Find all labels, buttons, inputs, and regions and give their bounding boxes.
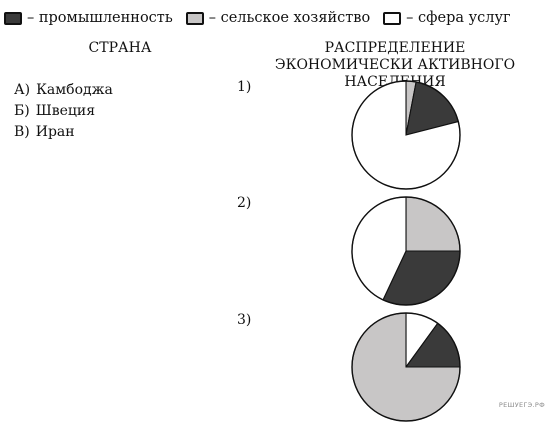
legend-swatch-agriculture: [185, 11, 204, 25]
country-item: Б) Швеция: [14, 101, 113, 122]
legend-swatch-industry: [4, 11, 22, 25]
pie-chart-2: [351, 196, 461, 306]
legend-item-services: – сфера услуг: [383, 10, 511, 26]
watermark: РЕШУЕГЭ.РФ: [498, 401, 545, 409]
legend-label-industry: – промышленность: [27, 10, 173, 26]
country-list: А) Камбоджа Б) Швеция В) Иран: [14, 80, 113, 143]
pie-outline: [351, 196, 461, 306]
pie-slice-agriculture: [405, 196, 461, 252]
country-name: Швеция: [35, 103, 96, 119]
country-letter: А): [14, 82, 31, 98]
chart-number-1: 1): [237, 79, 252, 95]
country-column-header: СТРАНА: [88, 40, 152, 56]
country-name: Иран: [35, 124, 75, 140]
distribution-column-header: РАСПРЕДЕЛЕНИЕ ЭКОНОМИЧЕСКИ АКТИВНОГО НАС…: [274, 40, 516, 90]
country-name: Камбоджа: [36, 82, 113, 98]
chart-number-2: 2): [237, 195, 252, 211]
legend-item-industry: – промышленность: [4, 10, 173, 26]
legend-label-services: – сфера услуг: [406, 10, 511, 26]
pie-chart-3: [351, 312, 461, 422]
country-letter: Б): [14, 103, 30, 119]
legend-item-agriculture: – сельское хозяйство: [185, 10, 371, 26]
legend-label-agriculture: – сельское хозяйство: [208, 10, 371, 26]
pie-chart-1: [351, 80, 461, 190]
country-item: В) Иран: [14, 122, 113, 143]
chart-number-3: 3): [237, 312, 252, 328]
pie-outline: [351, 80, 461, 190]
legend-swatch-services: [383, 11, 402, 25]
legend: – промышленность – сельское хозяйство – …: [4, 6, 549, 30]
country-item: А) Камбоджа: [14, 80, 113, 101]
country-letter: В): [14, 124, 30, 140]
